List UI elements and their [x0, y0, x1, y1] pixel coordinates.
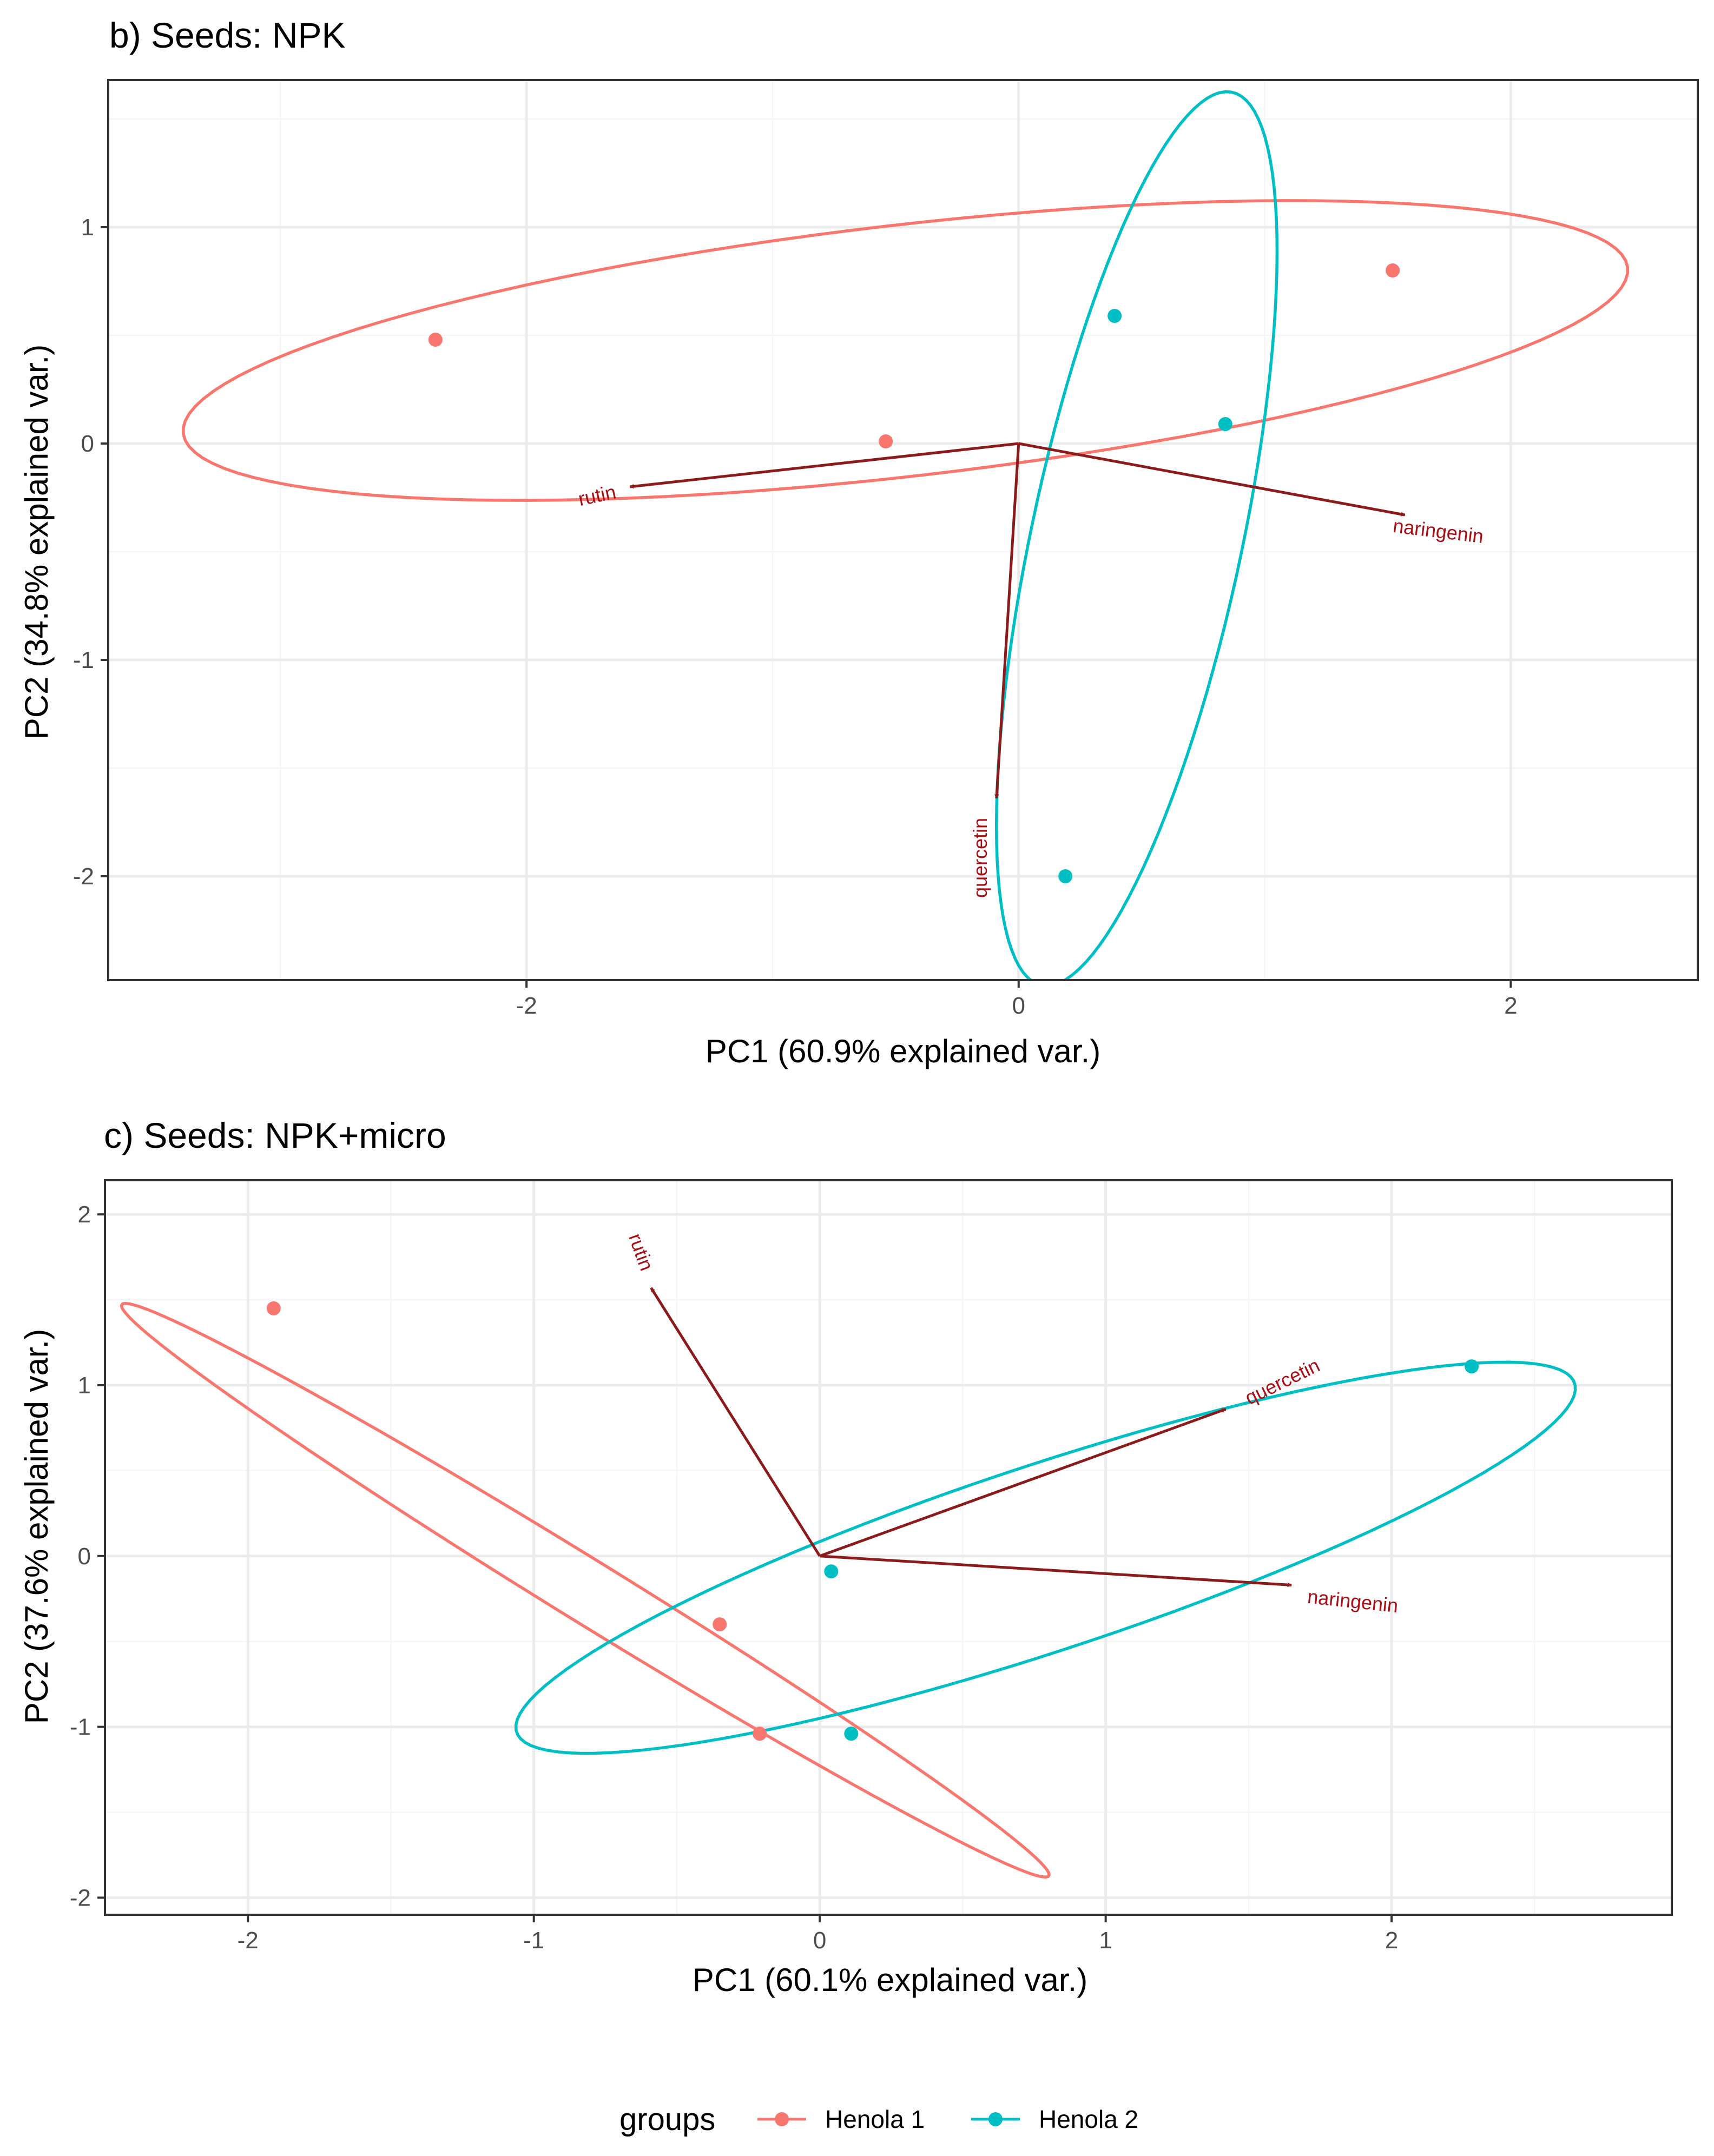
- legend-key-point-henola-1: [775, 2112, 789, 2126]
- panel-c-loading-arrow-naringenin: [820, 1555, 1291, 1585]
- panel-b-loading-arrow-quercetin: [997, 443, 1020, 798]
- panel-c-x-tick-label: -1: [523, 1927, 544, 1954]
- legend: groups Henola 1 Henola 2: [619, 2102, 1138, 2137]
- panel-b-y-axis-title: PC2 (34.8% explained var.): [18, 345, 55, 739]
- panel-b-y-tick-label: -1: [73, 647, 94, 673]
- panel-b-point-henola-1: [879, 434, 893, 448]
- panel-b-ellipse-2: [994, 90, 1279, 980]
- panel-b-data-layer: [182, 90, 1629, 980]
- legend-item-henola-1: Henola 1: [757, 2105, 925, 2133]
- panel-b-x-tick-label: 2: [1504, 993, 1517, 1019]
- panel-c-x-tick-label: 0: [813, 1927, 826, 1954]
- panel-b-loading-label-quercetin: quercetin: [969, 818, 991, 898]
- panel-b-panel-border: [107, 79, 1699, 981]
- panel-b-x-axis-title: PC1 (60.9% explained var.): [706, 1033, 1100, 1069]
- panel-b-loading-arrow-naringenin: [1018, 442, 1405, 515]
- panel-c-y-tick-label: 0: [78, 1543, 91, 1570]
- panel-c-y-tick-label: 2: [78, 1201, 91, 1228]
- panel-c-y-tick-label: -1: [70, 1714, 91, 1741]
- panel-c-point-henola-1: [713, 1617, 727, 1632]
- panel-c-loading-arrow-rutin: [650, 1287, 821, 1557]
- panel-b-point-henola-2: [1058, 869, 1073, 883]
- legend-item-henola-2: Henola 2: [971, 2105, 1138, 2133]
- panel-c-x-tick-label: 1: [1099, 1927, 1112, 1954]
- panel-c-point-henola-1: [753, 1727, 767, 1741]
- panel-b-ellipse-1: [182, 199, 1629, 502]
- panel-b-loading-arrow-rutin: [630, 442, 1019, 487]
- panel-c-loading-arrow-quercetin: [819, 1407, 1225, 1558]
- panel-c: c) Seeds: NPK+micro -2 -1 0 1 2-2-1012rutinq…: [18, 1115, 1673, 1998]
- panel-c-x-axis-title: PC1 (60.1% explained var.): [693, 1962, 1087, 1998]
- panel-b-y-tick-label: -2: [73, 863, 94, 890]
- legend-title: groups: [619, 2102, 715, 2137]
- panel-c-x-tick-label: -2: [238, 1927, 259, 1954]
- panel-c-point-henola-1: [266, 1301, 281, 1315]
- panel-b-y-tick-label: 1: [81, 214, 94, 241]
- panel-c-point-henola-2: [844, 1727, 859, 1741]
- panel-c-point-henola-2: [1465, 1359, 1479, 1374]
- panel-b-plot-background: [108, 80, 1698, 980]
- panel-b-x-tick-label: -2: [516, 993, 537, 1019]
- panel-b-title: b) Seeds: NPK: [109, 15, 346, 55]
- panel-c-title: c) Seeds: NPK+micro: [104, 1115, 446, 1155]
- panel-c-y-axis-title: PC2 (37.6% explained var.): [18, 1329, 55, 1724]
- panel-b-point-henola-1: [428, 333, 443, 347]
- panel-b-point-henola-2: [1107, 309, 1122, 323]
- panel-c-y-tick-label: -2: [70, 1884, 91, 1911]
- panel-b-point-henola-2: [1218, 417, 1232, 431]
- panel-c-data-layer: [120, 1301, 1577, 1879]
- panel-c-panel-border: [104, 1179, 1673, 1916]
- panel-c-ellipse-1: [120, 1301, 1051, 1879]
- panel-b-y-tick-label: 0: [81, 431, 94, 457]
- panel-b: b) Seeds: NPK -2 0 2-2-101rutinnaringeninq…: [18, 15, 1699, 1069]
- panel-b-x-tick-label: 0: [1012, 993, 1025, 1019]
- legend-key-point-henola-2: [988, 2112, 1003, 2126]
- panel-b-point-henola-1: [1386, 263, 1400, 277]
- panel-c-ellipse-2: [514, 1360, 1577, 1755]
- panel-c-y-tick-label: 1: [78, 1372, 91, 1399]
- panel-c-x-tick-label: 2: [1385, 1927, 1398, 1954]
- panel-c-point-henola-2: [824, 1564, 839, 1579]
- panel-c-plot-background: [105, 1180, 1672, 1915]
- legend-label-henola-2: Henola 2: [1039, 2105, 1138, 2133]
- legend-label-henola-1: Henola 1: [825, 2105, 925, 2133]
